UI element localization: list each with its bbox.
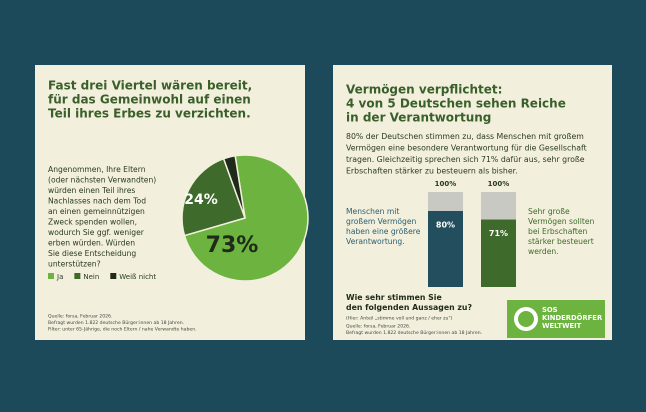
- bar: [428, 211, 463, 287]
- title: Vermögen verpflichtet:: [346, 83, 502, 97]
- value-label: 73%: [206, 233, 259, 258]
- value-label: 24%: [184, 192, 218, 208]
- question: würden einen Teil ihres: [48, 186, 135, 195]
- bar-note: Vermögen sollten: [528, 217, 594, 226]
- total-label: 100%: [488, 180, 510, 188]
- question: Nachlasses nach dem Tod: [48, 197, 146, 206]
- logo-text: KINDERDÖRFER: [542, 313, 603, 322]
- question: an einen gemeinnützigen: [48, 207, 145, 216]
- value-label: 80%: [436, 221, 455, 230]
- question: Sie diese Entscheidung: [48, 249, 136, 258]
- pie-slice: [183, 154, 309, 282]
- source: Quelle: forsa, Februar 2026.: [48, 314, 112, 320]
- question: Angenommen, Ihre Eltern: [48, 165, 146, 174]
- question: Wie sehr stimmen Sie: [346, 293, 442, 302]
- bar-note: Sehr große: [528, 207, 570, 216]
- bar-note: Menschen mit: [346, 207, 399, 216]
- logo-text: SOS: [542, 306, 558, 314]
- question: wodurch Sie ggf. weniger: [48, 228, 145, 237]
- subnote: (Hier: Anteil „stimme voll und ganz / eh…: [346, 316, 453, 322]
- title: 4 von 5 Deutschen sehen Reiche: [346, 97, 566, 111]
- pie-slice: [222, 154, 246, 219]
- bar-note: Verantwortung.: [346, 237, 405, 246]
- question: erben würden. Würden: [48, 239, 135, 248]
- legend-swatch: [110, 273, 117, 279]
- source: Quelle: forsa, Februar 2026.: [346, 324, 410, 330]
- pie-slice: [181, 157, 246, 237]
- title: für das Gemeinwohl auf einen: [48, 93, 251, 107]
- title: Fast drei Viertel wären bereit,: [48, 79, 252, 93]
- question: Zweck spenden wollen,: [48, 218, 137, 227]
- right-panel: [333, 65, 612, 340]
- logo-text: WELTWEIT: [542, 322, 582, 330]
- paragraph: tragen. Gleichzeitig sprechen sich 71% d…: [346, 155, 585, 164]
- bar-note: stärker besteuert: [528, 237, 594, 246]
- paragraph: Vermögen eine besondere Verantwortung fü…: [346, 144, 587, 153]
- paragraph: Erbschaften stärker zu besteuern als bis…: [346, 167, 518, 176]
- legend-label: Weiß nicht: [119, 273, 156, 281]
- question: unterstützen?: [48, 260, 101, 269]
- source: Filter: unter 65-Jährige, die noch Elter…: [48, 327, 197, 333]
- value-label: 71%: [489, 229, 508, 238]
- legend-swatch: [48, 273, 54, 279]
- legend-label: Ja: [56, 273, 63, 281]
- bar: [481, 219, 516, 287]
- legend-label: Nein: [83, 273, 99, 281]
- bar-note: werden.: [528, 247, 559, 256]
- source: Befragt wurden 1.822 deutsche Bürger:inn…: [48, 320, 184, 326]
- total-label: 100%: [435, 180, 457, 188]
- source: Befragt wurden 1.822 deutsche Bürger:inn…: [346, 330, 482, 336]
- legend-swatch: [74, 273, 81, 279]
- title: Teil ihres Erbes zu verzichten.: [48, 107, 251, 121]
- bar-note: großem Vermögen: [346, 217, 416, 226]
- question: (oder nächsten Verwandten): [48, 176, 156, 185]
- paragraph: 80% der Deutschen stimmen zu, dass Mensc…: [346, 132, 584, 141]
- bar-note: haben eine größere: [346, 227, 421, 236]
- title: in der Verantwortung: [346, 111, 491, 125]
- bar-note: bei Erbschaften: [528, 227, 588, 236]
- logo-icon-inner: [518, 311, 534, 327]
- question: den folgenden Aussagen zu?: [346, 303, 472, 312]
